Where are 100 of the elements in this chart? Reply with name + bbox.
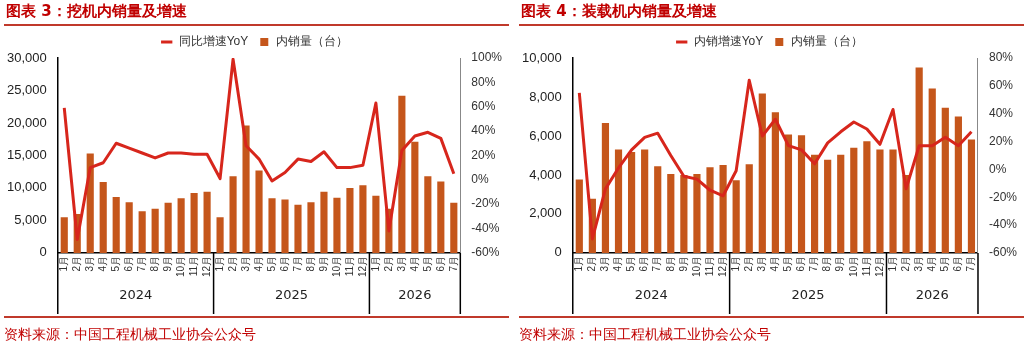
- y-tick-label: 2,000: [529, 205, 562, 221]
- x-tick-label: 5月: [782, 255, 794, 272]
- y2-tick-label: 0%: [988, 161, 1007, 176]
- x-tick-label: 5月: [625, 255, 637, 272]
- y2-tick-label: 0%: [471, 172, 489, 187]
- y-tick-label: 25,000: [7, 82, 47, 98]
- y2-tick-label: -20%: [471, 196, 500, 211]
- y-tick-label: 10,000: [7, 179, 47, 195]
- x-tick-label: 3月: [239, 255, 251, 272]
- x-tick-label: 3月: [756, 255, 768, 272]
- x-tick-label: 11月: [703, 255, 715, 277]
- y-tick-label: 15,000: [7, 147, 47, 163]
- y-tick-label: 4,000: [529, 166, 562, 182]
- x-tick-label: 9月: [317, 255, 329, 272]
- x-tick-label: 5月: [265, 255, 277, 272]
- text: 2024: [634, 287, 668, 303]
- x-tick-label: 6月: [795, 255, 807, 272]
- x-tick-label: 1月: [886, 255, 898, 272]
- text: 2026: [915, 287, 949, 303]
- x-tick-label: 1月: [729, 255, 741, 272]
- x-tick-label: 8月: [304, 255, 316, 272]
- text: 资料来源：中国工程机械工业协会公众号: [519, 316, 1024, 344]
- x-tick-label: 6月: [122, 255, 134, 272]
- x-tick-label: 8月: [148, 255, 160, 272]
- x-tick-label: 11月: [343, 255, 355, 277]
- y2-tick-label: 100%: [471, 50, 503, 65]
- x-tick-label: 9月: [161, 255, 173, 272]
- y-tick-label: 0: [39, 244, 47, 260]
- y2-tick-label: 20%: [988, 133, 1014, 148]
- x-tick-label: 10月: [174, 255, 186, 277]
- x-tick-label: 7月: [135, 255, 147, 272]
- x-tick-label: 3月: [912, 255, 924, 272]
- y2-tick-label: 80%: [988, 50, 1014, 65]
- x-tick-label: 3月: [83, 255, 95, 272]
- x-tick-label: 2月: [226, 255, 238, 272]
- y2-tick-label: 60%: [471, 99, 496, 114]
- x-tick-label: 6月: [278, 255, 290, 272]
- x-tick-label: 2月: [742, 255, 754, 272]
- x-tick-label: 4月: [769, 255, 781, 272]
- x-tick-label: 9月: [834, 255, 846, 272]
- x-tick-label: 10月: [690, 255, 702, 277]
- y2-tick-label: 60%: [988, 78, 1014, 93]
- x-tick-label: 11月: [187, 255, 199, 277]
- y2-tick-label: -40%: [471, 220, 500, 235]
- x-tick-label: 1月: [573, 255, 585, 272]
- chart-title: 图表 3：挖机内销量及增速: [4, 0, 509, 26]
- x-tick-label: 7月: [808, 255, 820, 272]
- x-tick-label: 3月: [599, 255, 611, 272]
- legend-label: 内销量（台）: [276, 34, 349, 49]
- y-tick-label: 30,000: [7, 49, 47, 65]
- y2-tick-label: -40%: [988, 217, 1018, 232]
- x-tick-label: 12月: [200, 255, 212, 277]
- x-tick-label: 8月: [821, 255, 833, 272]
- y2-tick-label: 80%: [471, 74, 496, 89]
- y2-tick-label: -60%: [988, 245, 1018, 260]
- x-tick-label: 12月: [873, 255, 885, 277]
- text: 资料来源：中国工程机械工业协会公众号: [4, 316, 509, 344]
- x-tick-label: 12月: [716, 255, 728, 277]
- y-tick-label: 10,000: [522, 49, 562, 65]
- x-tick-label: 4月: [925, 255, 937, 272]
- x-tick-label: 1月: [213, 255, 225, 272]
- y-tick-label: 0: [554, 244, 562, 260]
- x-tick-label: 2月: [586, 255, 598, 272]
- legend-label: 内销增速YoY: [693, 34, 764, 49]
- x-tick-label: 4月: [612, 255, 624, 272]
- y2-tick-label: -60%: [471, 245, 500, 260]
- x-tick-label: 7月: [447, 255, 459, 272]
- x-tick-label: 4月: [96, 255, 108, 272]
- x-tick-label: 8月: [664, 255, 676, 272]
- x-tick-label: 10月: [330, 255, 342, 277]
- x-tick-label: 2月: [70, 255, 82, 272]
- x-tick-label: 4月: [252, 255, 264, 272]
- x-tick-label: 6月: [952, 255, 964, 272]
- x-tick-label: 5月: [109, 255, 121, 272]
- text: 2026: [398, 287, 432, 303]
- y2-tick-label: 40%: [988, 105, 1014, 120]
- x-tick-label: 1月: [369, 255, 381, 272]
- x-tick-label: 2月: [899, 255, 911, 272]
- x-tick-label: 10月: [847, 255, 859, 277]
- y2-tick-label: 20%: [471, 147, 496, 162]
- legend-label: 内销量（台）: [791, 34, 864, 49]
- y2-tick-label: 40%: [471, 123, 496, 138]
- x-tick-label: 6月: [434, 255, 446, 272]
- x-tick-label: 4月: [408, 255, 420, 272]
- x-tick-label: 5月: [939, 255, 951, 272]
- x-tick-label: 5月: [421, 255, 433, 272]
- x-tick-label: 7月: [965, 255, 977, 272]
- chart-title: 图表 4：装载机内销量及增速: [519, 0, 1024, 26]
- y-tick-label: 8,000: [529, 88, 562, 104]
- x-tick-label: 12月: [356, 255, 368, 277]
- legend-label: 同比增速YoY: [178, 34, 249, 49]
- x-tick-label: 7月: [291, 255, 303, 272]
- x-tick-label: 2月: [382, 255, 394, 272]
- y-tick-label: 6,000: [529, 127, 562, 143]
- x-tick-label: 1月: [58, 255, 69, 272]
- x-tick-label: 7月: [651, 255, 663, 272]
- y2-tick-label: -20%: [988, 189, 1018, 204]
- x-tick-label: 6月: [638, 255, 650, 272]
- y-tick-label: 5,000: [14, 211, 47, 227]
- text: 2025: [274, 287, 309, 303]
